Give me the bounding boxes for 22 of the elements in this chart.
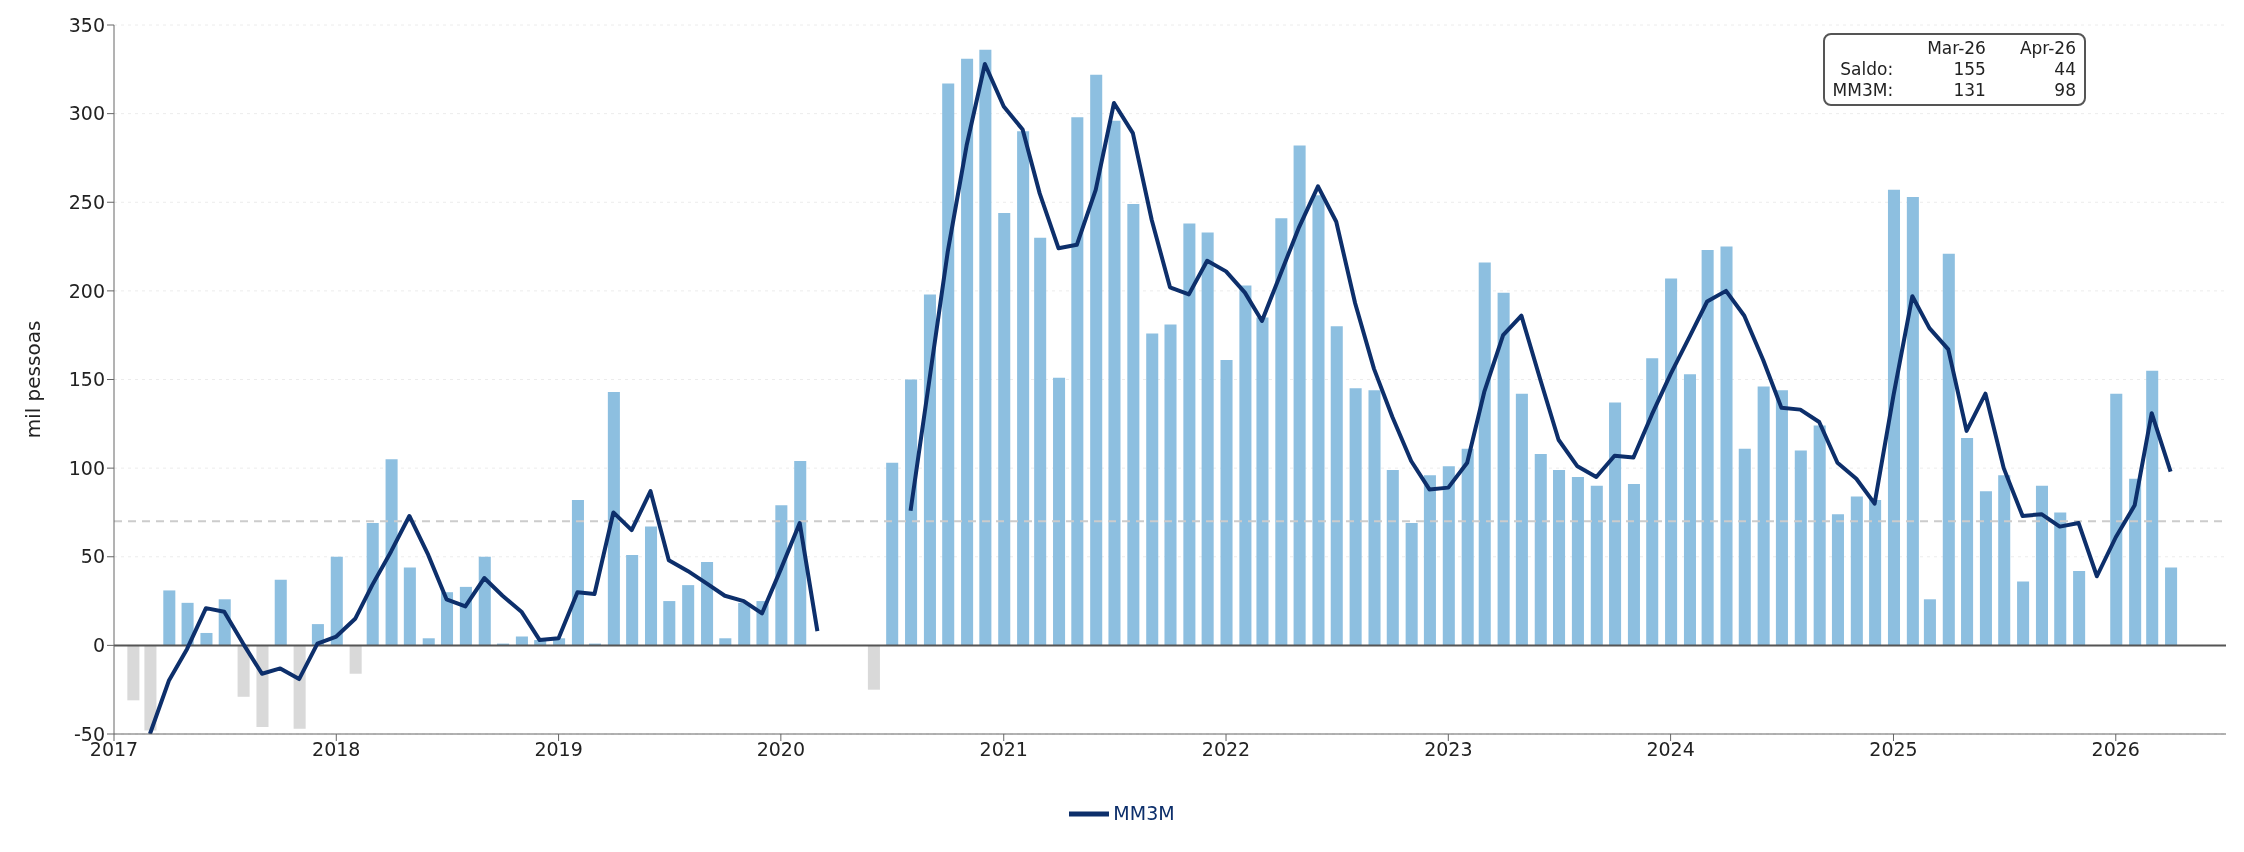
y-tick-label: 150 <box>68 368 105 391</box>
x-tick-label: 2021 <box>979 738 1028 761</box>
y-tick-label: 350 <box>68 13 105 36</box>
y-tick-label: 250 <box>68 190 105 213</box>
y-tick-label: 0 <box>92 634 105 657</box>
x-tick-label: 2026 <box>2091 738 2140 761</box>
x-tick-label: 2019 <box>534 738 583 761</box>
x-tick-label: 2022 <box>1201 738 1251 761</box>
x-tick-label: 2020 <box>756 738 806 761</box>
x-tick-label: 2024 <box>1646 738 1695 761</box>
legend-label: MM3M <box>1113 801 1175 824</box>
text: Mar-26 Apr-26 <box>1927 38 2076 58</box>
y-tick-label: 200 <box>68 279 105 302</box>
x-tick-label: 2023 <box>1424 738 1473 761</box>
text: MM3M: 131 98 <box>1832 80 2076 100</box>
y-tick-label: 100 <box>68 456 105 479</box>
y-tick-label: 300 <box>68 102 105 125</box>
x-tick-label: 2018 <box>312 738 361 761</box>
y-axis-title: mil pessoas <box>21 320 46 439</box>
x-tick-label: 2025 <box>1869 738 1918 761</box>
y-tick-label: 50 <box>80 545 105 568</box>
text: Saldo: 155 44 <box>1840 59 2076 79</box>
